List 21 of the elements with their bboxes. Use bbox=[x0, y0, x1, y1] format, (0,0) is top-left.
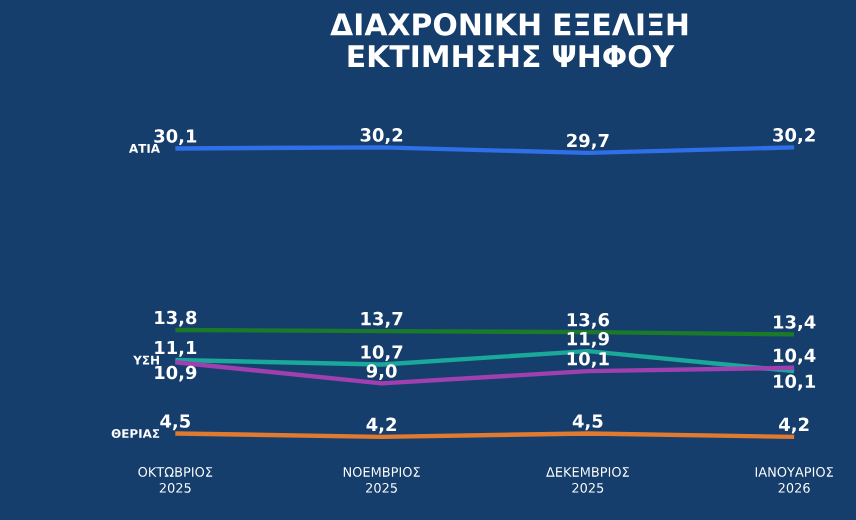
data-label: 30,2 bbox=[360, 128, 403, 144]
data-label: 13,4 bbox=[774, 315, 816, 332]
data-label: 11,9 bbox=[567, 331, 609, 348]
data-label: 30,2 bbox=[773, 128, 815, 144]
data-label: 30,1 bbox=[154, 129, 197, 146]
data-label: 10,1 bbox=[774, 374, 816, 391]
data-label: 13,8 bbox=[155, 310, 197, 327]
data-label: 11,1 bbox=[155, 341, 197, 357]
data-label: 4,5 bbox=[572, 414, 603, 431]
data-label: 9,0 bbox=[366, 364, 397, 381]
data-label: 29,7 bbox=[567, 133, 609, 150]
data-label: 10,4 bbox=[774, 348, 816, 365]
data-label: 10,7 bbox=[361, 345, 403, 362]
data-label: 4,2 bbox=[779, 417, 809, 434]
data-label: 10,9 bbox=[155, 365, 197, 382]
chart-title: ΔΙΑΧΡΟΝΙΚΗ ΕΞΕΛΙΞΗ ΕΚΤΙΜΗΣΗΣ ΨΗΦΟΥ bbox=[330, 13, 688, 68]
data-label: 13,7 bbox=[361, 311, 403, 328]
data-label: 13,6 bbox=[567, 312, 610, 329]
data-label: 4,2 bbox=[366, 417, 396, 434]
data-label: 10,1 bbox=[567, 351, 609, 368]
data-label: 4,5 bbox=[160, 414, 190, 431]
